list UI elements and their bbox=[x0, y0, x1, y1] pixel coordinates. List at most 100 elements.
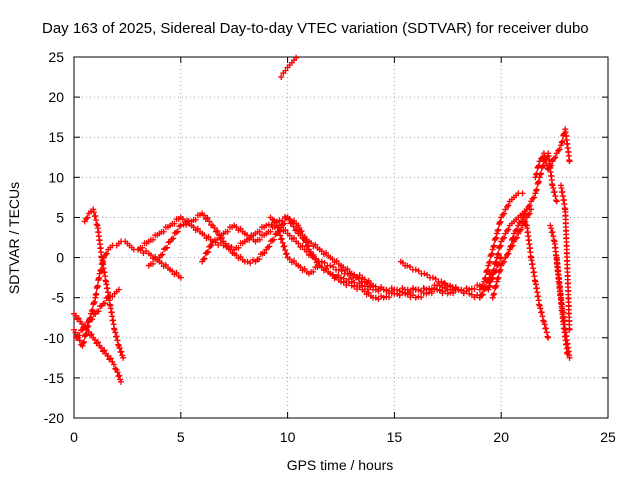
data-point bbox=[233, 224, 240, 231]
data-point bbox=[194, 225, 201, 232]
data-point bbox=[190, 224, 197, 231]
data-point bbox=[89, 316, 96, 323]
data-point bbox=[520, 217, 527, 224]
data-point bbox=[535, 162, 542, 169]
data-point bbox=[95, 308, 102, 315]
data-point bbox=[214, 227, 221, 234]
series-track-q bbox=[553, 254, 573, 361]
data-point bbox=[201, 255, 208, 262]
data-point bbox=[460, 288, 467, 295]
series-track-o bbox=[532, 126, 573, 181]
data-point bbox=[80, 338, 87, 345]
data-point bbox=[206, 218, 213, 225]
data-point bbox=[485, 286, 492, 293]
data-point bbox=[434, 286, 441, 293]
data-point bbox=[446, 282, 453, 289]
data-point bbox=[72, 329, 79, 336]
data-point bbox=[75, 315, 82, 322]
x-tick-label: 0 bbox=[70, 429, 78, 445]
data-point bbox=[486, 259, 493, 266]
data-point bbox=[103, 250, 110, 257]
data-point bbox=[548, 162, 555, 169]
data-point bbox=[375, 288, 382, 295]
data-point bbox=[283, 250, 290, 257]
data-point bbox=[486, 258, 493, 265]
data-point bbox=[533, 186, 540, 193]
data-point bbox=[483, 267, 490, 274]
data-point bbox=[481, 275, 488, 282]
data-point bbox=[494, 251, 501, 258]
data-point bbox=[72, 312, 79, 319]
data-point bbox=[174, 228, 181, 235]
data-point bbox=[98, 344, 105, 351]
data-point bbox=[115, 341, 122, 348]
data-point bbox=[497, 266, 504, 273]
data-point bbox=[522, 210, 529, 217]
data-point bbox=[158, 260, 165, 267]
data-point bbox=[491, 266, 498, 273]
data-point bbox=[335, 266, 342, 273]
data-point bbox=[548, 225, 555, 232]
data-point bbox=[533, 187, 540, 194]
data-point bbox=[85, 328, 92, 335]
data-point bbox=[553, 197, 560, 204]
data-point bbox=[147, 252, 154, 259]
data-point bbox=[298, 228, 305, 235]
data-point bbox=[496, 243, 503, 250]
y-tick-label: -5 bbox=[52, 290, 65, 306]
data-point bbox=[164, 244, 171, 251]
data-point bbox=[76, 337, 83, 344]
data-point bbox=[543, 156, 550, 163]
data-point bbox=[482, 274, 489, 281]
y-tick-label: -20 bbox=[44, 410, 64, 426]
data-point bbox=[170, 235, 177, 242]
data-point bbox=[488, 274, 495, 281]
data-point bbox=[559, 138, 566, 145]
data-point bbox=[490, 267, 497, 274]
data-point bbox=[94, 282, 101, 289]
data-point bbox=[489, 246, 496, 253]
data-point bbox=[282, 226, 289, 233]
data-point bbox=[295, 240, 302, 247]
x-tick-label: 20 bbox=[493, 429, 509, 445]
data-point bbox=[486, 271, 493, 278]
series-track-r bbox=[558, 182, 573, 333]
data-point bbox=[282, 247, 289, 254]
data-point bbox=[566, 158, 573, 165]
data-point bbox=[329, 256, 336, 263]
data-point bbox=[348, 282, 355, 289]
data-point bbox=[112, 329, 119, 336]
y-tick-label: 10 bbox=[48, 169, 64, 185]
data-point bbox=[481, 278, 488, 285]
data-point bbox=[355, 275, 362, 282]
data-point bbox=[281, 243, 288, 250]
data-point bbox=[88, 331, 95, 338]
data-point bbox=[428, 290, 435, 297]
data-point bbox=[412, 294, 419, 301]
data-point bbox=[160, 228, 167, 235]
data-point bbox=[513, 226, 520, 233]
y-tick-label: 25 bbox=[48, 49, 64, 65]
data-point bbox=[423, 290, 430, 297]
data-point bbox=[179, 216, 186, 223]
data-point bbox=[308, 240, 315, 247]
data-point bbox=[169, 268, 176, 275]
data-point bbox=[111, 326, 118, 333]
data-point bbox=[92, 212, 99, 219]
data-point bbox=[89, 306, 96, 313]
data-point bbox=[556, 146, 563, 153]
data-point bbox=[509, 235, 516, 242]
data-point bbox=[115, 286, 122, 293]
data-point bbox=[537, 305, 544, 312]
data-point bbox=[495, 274, 502, 281]
data-point bbox=[519, 190, 526, 197]
data-point bbox=[256, 228, 263, 235]
data-point bbox=[113, 333, 120, 340]
data-point bbox=[96, 270, 103, 277]
data-point bbox=[248, 233, 255, 240]
data-point bbox=[347, 271, 354, 278]
data-point bbox=[211, 224, 218, 231]
data-point bbox=[244, 232, 251, 239]
data-point bbox=[491, 242, 498, 249]
data-point bbox=[396, 292, 403, 299]
